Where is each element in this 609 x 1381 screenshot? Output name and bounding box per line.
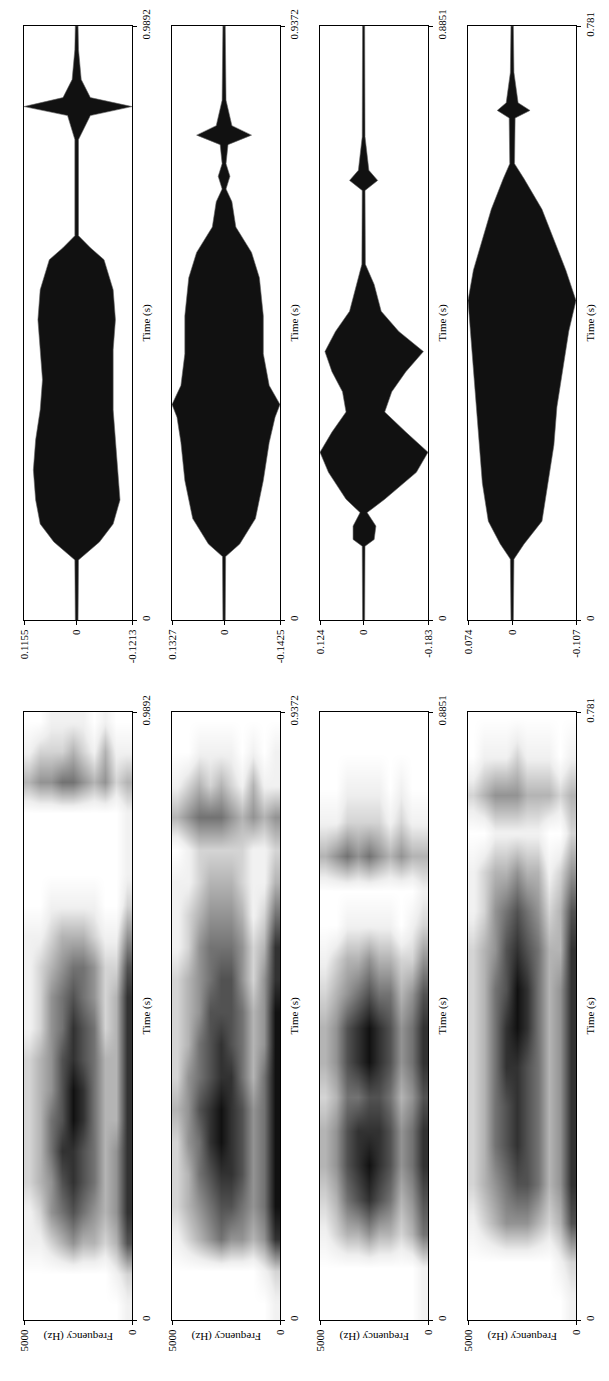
- svg-text:Frequency (Hz): Frequency (Hz): [487, 1330, 557, 1343]
- svg-text:0.9892: 0.9892: [140, 9, 152, 39]
- svg-text:0.074: 0.074: [462, 629, 474, 654]
- svg-text:Time (s): Time (s): [584, 997, 597, 1035]
- svg-text:0: 0: [570, 1329, 582, 1335]
- svg-text:0.1155: 0.1155: [18, 629, 30, 659]
- svg-text:0.9372: 0.9372: [288, 9, 300, 39]
- svg-text:5000: 5000: [462, 1329, 474, 1352]
- svg-text:0: 0: [288, 615, 300, 621]
- svg-text:Time (s): Time (s): [140, 997, 153, 1035]
- svg-text:0: 0: [218, 629, 230, 635]
- svg-text:Frequency (Hz): Frequency (Hz): [339, 1330, 409, 1343]
- svg-text:0.8851: 0.8851: [436, 9, 448, 39]
- svg-text:0: 0: [436, 615, 448, 621]
- svg-text:0.124: 0.124: [314, 629, 326, 654]
- svg-text:Time (s): Time (s): [288, 304, 301, 342]
- svg-text:0: 0: [140, 1315, 152, 1321]
- svg-text:0: 0: [422, 1329, 434, 1335]
- svg-text:0.9372: 0.9372: [288, 695, 300, 725]
- svg-text:0.8851: 0.8851: [436, 695, 448, 725]
- svg-text:0.781: 0.781: [584, 12, 596, 37]
- svg-text:0: 0: [506, 629, 518, 635]
- svg-text:Frequency (Hz): Frequency (Hz): [191, 1330, 261, 1343]
- svg-text:Frequency (Hz): Frequency (Hz): [43, 1330, 113, 1343]
- svg-text:0: 0: [436, 1315, 448, 1321]
- svg-text:Time (s): Time (s): [436, 304, 449, 342]
- svg-text:Time (s): Time (s): [584, 304, 597, 342]
- svg-text:0.781: 0.781: [584, 698, 596, 723]
- svg-text:0.9892: 0.9892: [140, 695, 152, 725]
- svg-text:5000: 5000: [18, 1329, 30, 1352]
- svg-text:0: 0: [274, 1329, 286, 1335]
- svg-text:Time (s): Time (s): [288, 997, 301, 1035]
- svg-text:Time (s): Time (s): [436, 997, 449, 1035]
- svg-text:-0.183: -0.183: [422, 629, 434, 658]
- svg-text:0: 0: [357, 629, 369, 635]
- svg-text:0: 0: [584, 1315, 596, 1321]
- svg-text:-0.107: -0.107: [570, 629, 582, 658]
- svg-text:Time (s): Time (s): [140, 304, 153, 342]
- svg-text:0: 0: [288, 1315, 300, 1321]
- svg-text:5000: 5000: [314, 1329, 326, 1352]
- svg-text:-0.1425: -0.1425: [274, 629, 286, 663]
- svg-text:-0.1213: -0.1213: [126, 629, 138, 663]
- svg-text:0: 0: [584, 615, 596, 621]
- svg-text:0: 0: [70, 629, 82, 635]
- svg-text:5000: 5000: [166, 1329, 178, 1352]
- svg-text:0.1327: 0.1327: [166, 629, 178, 660]
- svg-text:0: 0: [140, 615, 152, 621]
- svg-text:0: 0: [126, 1329, 138, 1335]
